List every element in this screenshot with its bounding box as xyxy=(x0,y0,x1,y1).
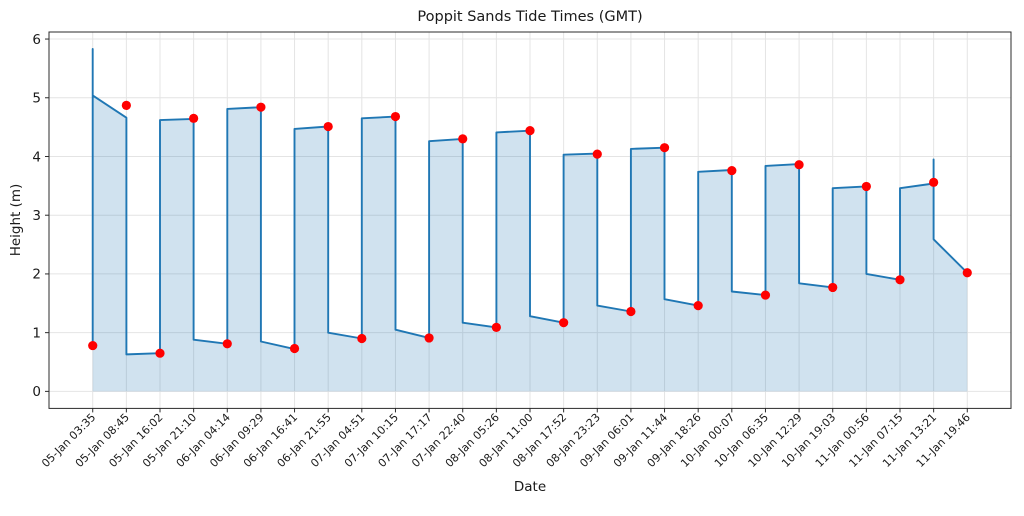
tide-extreme-point xyxy=(491,322,501,332)
tide-extreme-point xyxy=(357,333,367,344)
tide-extreme-point xyxy=(828,282,838,293)
tide-extreme-point xyxy=(794,160,804,170)
tide-extreme-point xyxy=(592,149,602,159)
tide-extreme-point xyxy=(189,113,199,123)
y-tick-label: 5 xyxy=(32,91,41,107)
tide-extreme-point xyxy=(256,102,266,112)
tide-extreme-point xyxy=(559,318,569,328)
tide-extreme-point xyxy=(659,143,670,153)
y-axis-label: Height (m) xyxy=(8,184,24,257)
tide-extreme-point xyxy=(323,121,333,132)
y-tick-label: 4 xyxy=(32,149,41,165)
tide-extreme-point xyxy=(88,340,98,351)
tide-extreme-point xyxy=(727,165,737,176)
y-tick-label: 6 xyxy=(32,32,41,48)
tide-extreme-point xyxy=(895,275,905,285)
tide-extreme-point xyxy=(121,100,131,111)
y-tick-label: 2 xyxy=(32,267,41,283)
chart-title: Poppit Sands Tide Times (GMT) xyxy=(417,9,642,25)
y-tick-label: 3 xyxy=(32,208,41,224)
tide-extreme-point xyxy=(693,301,703,311)
tide-extreme-point xyxy=(155,348,165,358)
tide-extreme-point xyxy=(424,333,434,343)
tide-extreme-point xyxy=(861,181,871,192)
y-tick-label: 0 xyxy=(32,384,41,400)
tide-extreme-point xyxy=(390,111,401,122)
tide-extreme-point xyxy=(760,290,771,300)
tide-extreme-point xyxy=(626,306,636,317)
tide-extreme-point xyxy=(289,343,300,354)
tide-extreme-point xyxy=(222,339,232,349)
tide-extreme-point xyxy=(525,126,535,136)
y-tick-label: 1 xyxy=(32,325,41,341)
tide-extreme-point xyxy=(962,268,972,278)
tide-extreme-point xyxy=(458,134,468,144)
tide-extreme-point xyxy=(929,177,939,187)
x-axis-label: Date xyxy=(514,479,546,495)
